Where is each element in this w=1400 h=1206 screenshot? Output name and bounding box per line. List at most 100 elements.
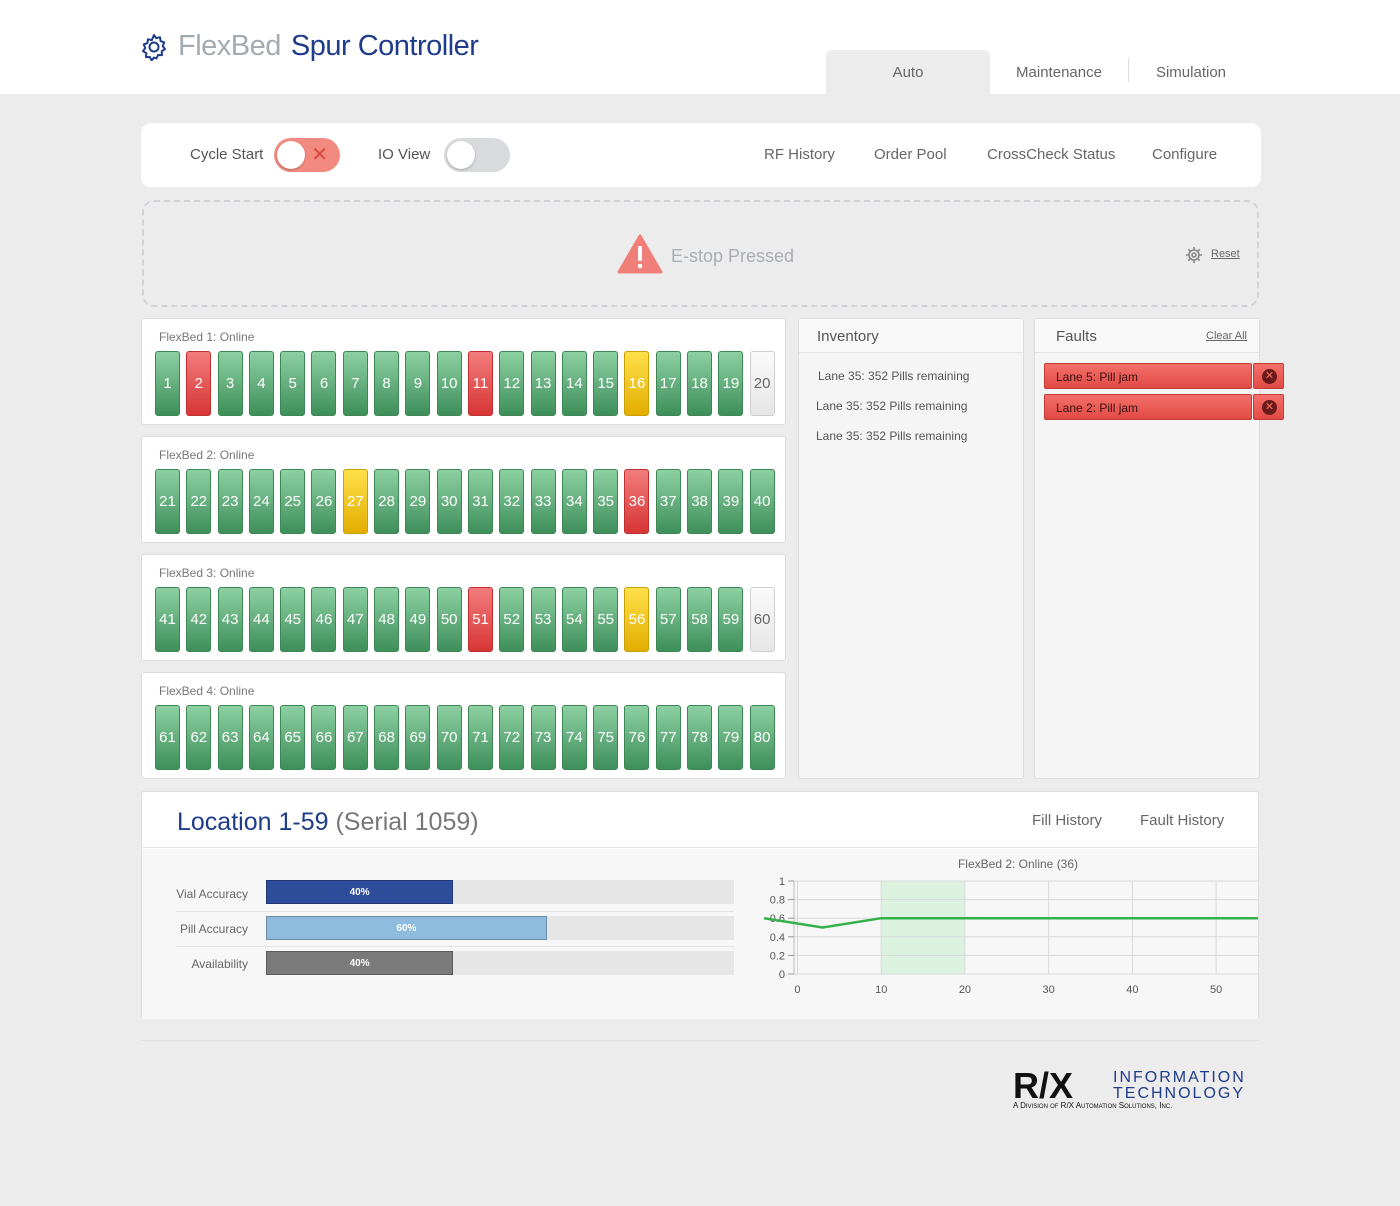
- lane-button[interactable]: 6: [311, 351, 337, 416]
- fault-history-link[interactable]: Fault History: [1140, 812, 1225, 829]
- lane-button[interactable]: 66: [311, 705, 337, 770]
- tab-auto[interactable]: Auto: [826, 50, 990, 94]
- dismiss-fault-button[interactable]: ✕: [1253, 363, 1284, 389]
- lane-button[interactable]: 4: [248, 351, 274, 416]
- rf-history-link[interactable]: RF History: [764, 146, 835, 163]
- lane-button[interactable]: 11: [467, 351, 493, 416]
- lane-button[interactable]: 24: [248, 469, 274, 534]
- toggle-knob: [277, 141, 305, 169]
- lane-button[interactable]: 44: [248, 587, 274, 652]
- lane-button[interactable]: 61: [155, 705, 180, 770]
- lane-button[interactable]: 29: [405, 469, 431, 534]
- lane-button[interactable]: 38: [687, 469, 713, 534]
- lane-button[interactable]: 14: [561, 351, 587, 416]
- lane-button[interactable]: 79: [718, 705, 744, 770]
- lane-button[interactable]: 25: [280, 469, 306, 534]
- lane-button[interactable]: 50: [436, 587, 462, 652]
- fill-history-link[interactable]: Fill History: [1032, 812, 1102, 829]
- lane-button[interactable]: 1: [155, 351, 180, 416]
- lane-button[interactable]: 74: [561, 705, 587, 770]
- brand-name-dark: Spur Controller: [290, 30, 479, 62]
- lane-button[interactable]: 63: [217, 705, 243, 770]
- lane-button[interactable]: 53: [530, 587, 556, 652]
- lane-button[interactable]: 7: [342, 351, 368, 416]
- lane-button[interactable]: 59: [718, 587, 744, 652]
- lane-button[interactable]: 39: [718, 469, 744, 534]
- location-serial: (Serial 1059): [335, 808, 479, 836]
- lane-button[interactable]: 51: [467, 587, 493, 652]
- lane-button[interactable]: 76: [624, 705, 650, 770]
- lane-button[interactable]: 8: [374, 351, 400, 416]
- lane-button[interactable]: 57: [655, 587, 681, 652]
- lane-button[interactable]: 68: [374, 705, 400, 770]
- dismiss-fault-button[interactable]: ✕: [1253, 394, 1284, 420]
- lane-button[interactable]: 26: [311, 469, 337, 534]
- lane-button[interactable]: 30: [436, 469, 462, 534]
- lane-button[interactable]: 27: [342, 469, 368, 534]
- lane-button[interactable]: 9: [405, 351, 431, 416]
- lane-button[interactable]: 69: [405, 705, 431, 770]
- lane-button[interactable]: 47: [342, 587, 368, 652]
- lane-button[interactable]: 34: [561, 469, 587, 534]
- lane-button[interactable]: 52: [499, 587, 525, 652]
- clear-all-link[interactable]: Clear All: [1206, 330, 1247, 342]
- lane-button[interactable]: 23: [217, 469, 243, 534]
- lane-button[interactable]: 78: [687, 705, 713, 770]
- lane-button[interactable]: 73: [530, 705, 556, 770]
- lane-button[interactable]: 21: [155, 469, 180, 534]
- lane-button[interactable]: 80: [749, 705, 775, 770]
- order-pool-link[interactable]: Order Pool: [874, 146, 947, 163]
- lane-button[interactable]: 12: [499, 351, 525, 416]
- lane-button[interactable]: 19: [718, 351, 744, 416]
- lane-button[interactable]: 37: [655, 469, 681, 534]
- lane-button[interactable]: 16: [624, 351, 650, 416]
- cycle-start-toggle[interactable]: ✕: [274, 138, 340, 172]
- lane-button[interactable]: 58: [687, 587, 713, 652]
- reset-link[interactable]: Reset: [1211, 248, 1240, 260]
- lane-button[interactable]: 35: [593, 469, 619, 534]
- lane-button[interactable]: 41: [155, 587, 180, 652]
- configure-link[interactable]: Configure: [1152, 146, 1218, 163]
- lane-button[interactable]: 60: [749, 587, 775, 652]
- lane-button[interactable]: 70: [436, 705, 462, 770]
- lane-button[interactable]: 22: [186, 469, 212, 534]
- io-view-toggle[interactable]: [444, 138, 510, 172]
- lane-button[interactable]: 54: [561, 587, 587, 652]
- tab-simulation[interactable]: Simulation: [1155, 63, 1227, 81]
- lane-button[interactable]: 3: [217, 351, 243, 416]
- lane-button[interactable]: 72: [499, 705, 525, 770]
- lane-button[interactable]: 10: [436, 351, 462, 416]
- gear-icon[interactable]: [1185, 246, 1203, 264]
- crosscheck-status-link[interactable]: CrossCheck Status: [987, 146, 1116, 163]
- lane-button[interactable]: 71: [467, 705, 493, 770]
- lane-button[interactable]: 67: [342, 705, 368, 770]
- lane-button[interactable]: 17: [655, 351, 681, 416]
- lane-button[interactable]: 64: [248, 705, 274, 770]
- lane-button[interactable]: 45: [280, 587, 306, 652]
- lane-button[interactable]: 46: [311, 587, 337, 652]
- lane-button[interactable]: 36: [624, 469, 650, 534]
- lane-button[interactable]: 32: [499, 469, 525, 534]
- lane-button[interactable]: 65: [280, 705, 306, 770]
- lane-row: 21 22 23 24 25 26 27 28 29 30 31 32 33 34 35 36 37 38 39 40: [155, 469, 775, 534]
- tab-maintenance[interactable]: Maintenance: [1016, 63, 1102, 81]
- lane-button[interactable]: 15: [593, 351, 619, 416]
- lane-button[interactable]: 77: [655, 705, 681, 770]
- lane-button[interactable]: 33: [530, 469, 556, 534]
- lane-button[interactable]: 48: [374, 587, 400, 652]
- lane-button[interactable]: 62: [186, 705, 212, 770]
- lane-button[interactable]: 5: [280, 351, 306, 416]
- lane-button[interactable]: 2: [186, 351, 212, 416]
- lane-button[interactable]: 43: [217, 587, 243, 652]
- lane-button[interactable]: 56: [624, 587, 650, 652]
- lane-button[interactable]: 49: [405, 587, 431, 652]
- lane-button[interactable]: 75: [593, 705, 619, 770]
- lane-button[interactable]: 42: [186, 587, 212, 652]
- lane-button[interactable]: 28: [374, 469, 400, 534]
- lane-button[interactable]: 31: [467, 469, 493, 534]
- lane-button[interactable]: 55: [593, 587, 619, 652]
- lane-button[interactable]: 40: [749, 469, 775, 534]
- lane-button[interactable]: 18: [687, 351, 713, 416]
- lane-button[interactable]: 13: [530, 351, 556, 416]
- lane-button[interactable]: 20: [749, 351, 775, 416]
